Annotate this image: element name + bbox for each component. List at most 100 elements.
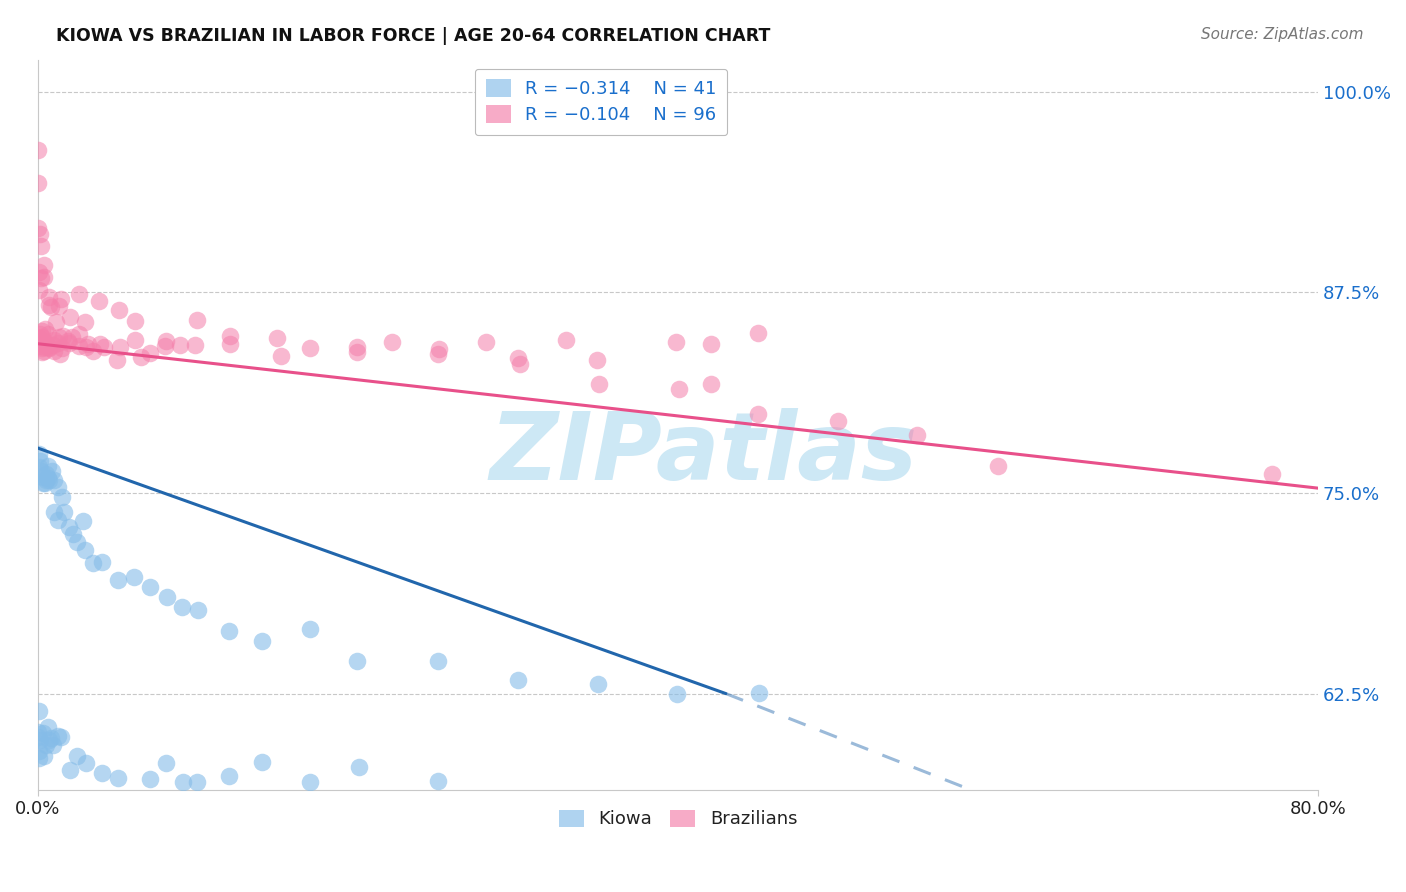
Point	[31, 330, 53, 344]
Point	[554, 334, 576, 348]
Point	[42, 505, 65, 519]
Point	[588, 377, 610, 392]
Point	[27, 731, 49, 745]
Point	[82, 343, 104, 358]
Point	[39, 300, 62, 314]
Point	[30, 239, 52, 253]
Point	[59, 763, 82, 777]
Point	[67, 327, 90, 342]
Point	[67, 287, 90, 301]
Point	[67, 339, 90, 353]
Point	[27, 743, 49, 757]
Point	[28, 331, 51, 345]
Point	[38, 290, 60, 304]
Point	[35, 473, 58, 487]
Point	[699, 337, 721, 351]
Point	[66, 535, 89, 549]
Point	[665, 334, 688, 349]
Point	[27, 335, 49, 350]
Point	[27, 176, 49, 190]
Point	[27, 143, 49, 157]
Point	[347, 760, 370, 774]
Point	[48, 299, 70, 313]
Point	[38, 733, 60, 747]
Point	[299, 342, 322, 356]
Point	[75, 542, 97, 557]
Point	[139, 772, 162, 787]
Point	[28, 227, 51, 241]
Point	[46, 729, 69, 743]
Text: ZIPatlas: ZIPatlas	[489, 408, 918, 500]
Point	[155, 756, 177, 770]
Point	[48, 336, 70, 351]
Point	[427, 773, 450, 788]
Point	[156, 591, 179, 605]
Point	[124, 314, 146, 328]
Point	[38, 342, 60, 356]
Point	[827, 414, 849, 428]
Point	[218, 624, 240, 639]
Point	[30, 454, 52, 468]
Point	[747, 408, 769, 422]
Point	[31, 341, 53, 355]
Point	[475, 335, 498, 350]
Point	[90, 765, 112, 780]
Point	[89, 294, 111, 309]
Point	[139, 346, 162, 360]
Point	[346, 344, 368, 359]
Point	[108, 340, 131, 354]
Point	[42, 738, 65, 752]
Point	[250, 755, 273, 769]
Point	[49, 347, 72, 361]
Point	[28, 704, 51, 718]
Point	[32, 258, 55, 272]
Point	[28, 265, 51, 279]
Point	[31, 469, 53, 483]
Point	[93, 340, 115, 354]
Point	[748, 686, 770, 700]
Point	[59, 310, 82, 324]
Legend: Kiowa, Brazilians: Kiowa, Brazilians	[551, 803, 804, 836]
Point	[75, 756, 97, 770]
Point	[107, 771, 129, 785]
Point	[155, 334, 177, 348]
Point	[30, 464, 52, 478]
Point	[51, 292, 73, 306]
Point	[30, 271, 52, 285]
Point	[30, 732, 52, 747]
Point	[107, 573, 129, 587]
Point	[46, 513, 69, 527]
Point	[46, 480, 69, 494]
Point	[186, 313, 208, 327]
Point	[38, 340, 60, 354]
Point	[75, 340, 97, 354]
Point	[299, 622, 322, 636]
Point	[53, 505, 76, 519]
Point	[270, 349, 292, 363]
Point	[51, 490, 73, 504]
Point	[76, 337, 98, 351]
Point	[586, 353, 609, 368]
Point	[27, 725, 49, 739]
Point	[48, 330, 70, 344]
Point	[426, 655, 449, 669]
Point	[27, 336, 49, 351]
Point	[122, 570, 145, 584]
Point	[60, 330, 83, 344]
Point	[28, 326, 51, 341]
Point	[32, 476, 55, 491]
Point	[218, 769, 240, 783]
Point	[38, 298, 60, 312]
Point	[32, 270, 55, 285]
Point	[62, 526, 84, 541]
Point	[509, 357, 531, 371]
Point	[28, 339, 51, 353]
Point	[42, 337, 65, 351]
Point	[44, 334, 66, 348]
Point	[184, 338, 207, 352]
Point	[37, 720, 59, 734]
Point	[218, 328, 240, 343]
Point	[44, 474, 66, 488]
Point	[27, 221, 49, 235]
Point	[32, 748, 55, 763]
